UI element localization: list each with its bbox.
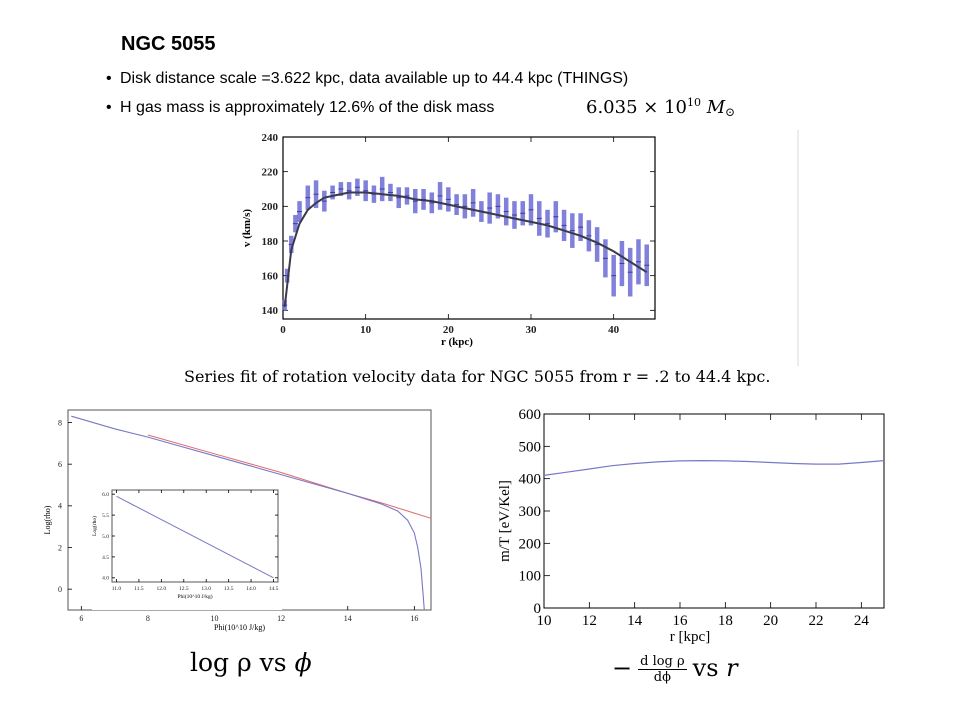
plot2-y-tick-label: 8 bbox=[58, 418, 62, 427]
plot3-y-tick-label: 100 bbox=[519, 569, 542, 585]
log-rho-caption: log ρ vs ϕ bbox=[190, 648, 312, 677]
plot1-y-tick-label: 180 bbox=[262, 236, 279, 248]
inset-y-axis-label: Log(rho) bbox=[91, 516, 98, 536]
plot3-y-tick-label: 300 bbox=[519, 504, 542, 520]
plot3-frame bbox=[543, 413, 885, 609]
plot2-y-tick-label: 4 bbox=[58, 502, 62, 511]
caption-rhs: ϕ bbox=[294, 648, 312, 677]
plot3-x-tick-label: 12 bbox=[582, 613, 597, 629]
bullet-text: H gas mass is approximately 12.6% of the… bbox=[120, 99, 495, 116]
m-over-t-caption: − d log ρ dϕ vs r bbox=[612, 654, 738, 685]
plot1-y-tick-label: 240 bbox=[262, 132, 279, 144]
inset-x-tick-label: 13.0 bbox=[201, 586, 211, 592]
inset-blue-series-line bbox=[116, 495, 274, 579]
mass-base: 10 bbox=[664, 97, 687, 118]
plot3-x-tick-label: 16 bbox=[673, 613, 689, 629]
inset-x-tick-label: 14.0 bbox=[246, 586, 256, 592]
plot3-y-axis-label: m/T [eV/Kel] bbox=[497, 480, 513, 562]
mass-formula: 6.035 × 1010 M⊙ bbox=[586, 96, 735, 119]
plot1-y-tick-label: 220 bbox=[262, 167, 279, 179]
plot3-y-tick-label: 600 bbox=[519, 407, 542, 423]
caption-vs: vs bbox=[692, 654, 719, 682]
plot1-y-tick-label: 200 bbox=[262, 201, 279, 213]
inset-x-tick-label: 13.5 bbox=[224, 586, 234, 592]
plot1-x-tick-label: 20 bbox=[443, 324, 455, 336]
m-over-t-plot: 10 12 14 16 18 20 22 24 0 100 200 300 400 500 600 r [kp… bbox=[497, 407, 885, 645]
inset-x-tick-label: 12.0 bbox=[157, 586, 167, 592]
plot3-y-tick-label: 400 bbox=[519, 472, 542, 488]
plot1-frame bbox=[282, 136, 656, 320]
inset-y-tick-label: 4.0 bbox=[102, 576, 109, 582]
mass-mantissa: 6.035 bbox=[586, 97, 638, 118]
plot2-y-tick-label: 2 bbox=[58, 543, 62, 552]
mass-unit: M bbox=[706, 97, 726, 118]
bullet-dot: • bbox=[106, 99, 112, 116]
m-over-t-series-line bbox=[543, 459, 885, 476]
plot2-x-tick-label: 8 bbox=[146, 614, 150, 623]
slide-title: NGC 5055 bbox=[121, 33, 216, 55]
plot1-x-tick-label: 0 bbox=[280, 324, 286, 336]
plot3-x-tick-label: 18 bbox=[718, 613, 733, 629]
plot3-y-tick-label: 0 bbox=[534, 601, 542, 617]
inset-x-tick-label: 12.5 bbox=[179, 586, 189, 592]
inset-y-tick-label: 4.5 bbox=[102, 555, 109, 561]
inset-x-tick-label: 11.0 bbox=[112, 586, 122, 592]
plot1-x-tick-label: 40 bbox=[608, 324, 620, 336]
rotation-curve-plot: 0 10 20 30 40 140 160 180 200 220 240 r (kpc) v (km/… bbox=[241, 130, 799, 366]
plot2-x-tick-label: 12 bbox=[277, 614, 285, 623]
fraction-numerator: d log ρ bbox=[638, 654, 687, 670]
caption-vs: vs bbox=[259, 648, 287, 677]
plot1-y-tick-label: 140 bbox=[262, 305, 279, 317]
mass-times: × bbox=[643, 97, 659, 118]
log-rho-vs-phi-plot: 6 8 10 12 14 16 0 2 4 6 8 Phi(10^10 J/kg) Log(rho) 11… bbox=[43, 409, 432, 632]
bullet-dot: • bbox=[106, 70, 112, 87]
plot2-y-tick-label: 0 bbox=[58, 585, 62, 594]
plot2-x-tick-label: 14 bbox=[344, 614, 352, 623]
inset-x-tick-label: 11.5 bbox=[134, 586, 144, 592]
inset-background bbox=[92, 486, 282, 610]
plot3-y-tick-label: 500 bbox=[519, 439, 542, 455]
bullet-gas-mass: • H gas mass is approximately 12.6% of th… bbox=[106, 99, 494, 117]
plot1-x-tick-label: 30 bbox=[526, 324, 538, 336]
plot2-y-tick-label: 6 bbox=[58, 460, 62, 469]
plot2-x-tick-label: 16 bbox=[410, 614, 418, 623]
plot3-y-tick-label: 200 bbox=[519, 536, 542, 552]
plot3-x-tick-label: 14 bbox=[627, 613, 643, 629]
caption-lhs: log ρ bbox=[190, 648, 252, 677]
caption-rhs: r bbox=[726, 654, 738, 682]
plot1-x-tick-label: 10 bbox=[360, 324, 372, 336]
blue-series-line bbox=[71, 415, 425, 611]
bullet-disk-scale: • Disk distance scale =3.622 kpc, data av… bbox=[106, 70, 628, 88]
series-fit-curve bbox=[283, 191, 648, 308]
mass-exponent: 10 bbox=[687, 96, 701, 109]
sun-symbol: ⊙ bbox=[725, 105, 736, 119]
plot3-x-axis-label: r [kpc] bbox=[670, 629, 710, 645]
fraction-denominator: dϕ bbox=[653, 670, 671, 685]
bullet-text: Disk distance scale =3.622 kpc, data ava… bbox=[120, 70, 629, 87]
plot1-y-axis-label: v (km/s) bbox=[241, 209, 253, 248]
plot3-x-tick-label: 22 bbox=[809, 613, 824, 629]
plot2-x-tick-label: 6 bbox=[79, 614, 83, 623]
inset-x-tick-label: 14.5 bbox=[269, 586, 279, 592]
plot2-x-tick-label: 10 bbox=[211, 614, 219, 623]
inset-y-tick-label: 6.0 bbox=[102, 492, 109, 498]
plot2-x-axis-label: Phi(10^10 J/kg) bbox=[214, 623, 265, 632]
inset-x-axis-label: Phi(10^10 J/kg) bbox=[177, 593, 212, 600]
plot1-x-axis-label: r (kpc) bbox=[441, 336, 473, 348]
inset-y-tick-label: 5.5 bbox=[102, 513, 109, 519]
caption-fraction: d log ρ dϕ bbox=[638, 654, 687, 685]
inset-y-tick-label: 5.0 bbox=[102, 534, 109, 540]
plot3-x-tick-label: 20 bbox=[763, 613, 778, 629]
plot3-x-tick-label: 24 bbox=[854, 613, 870, 629]
plot1-y-tick-label: 160 bbox=[262, 271, 279, 283]
rotation-plot-caption: Series fit of rotation velocity data for… bbox=[184, 367, 771, 386]
plot2-y-axis-label: Log(rho) bbox=[43, 505, 52, 534]
caption-minus: − bbox=[612, 654, 633, 682]
plot3-x-tick-label: 10 bbox=[537, 613, 552, 629]
